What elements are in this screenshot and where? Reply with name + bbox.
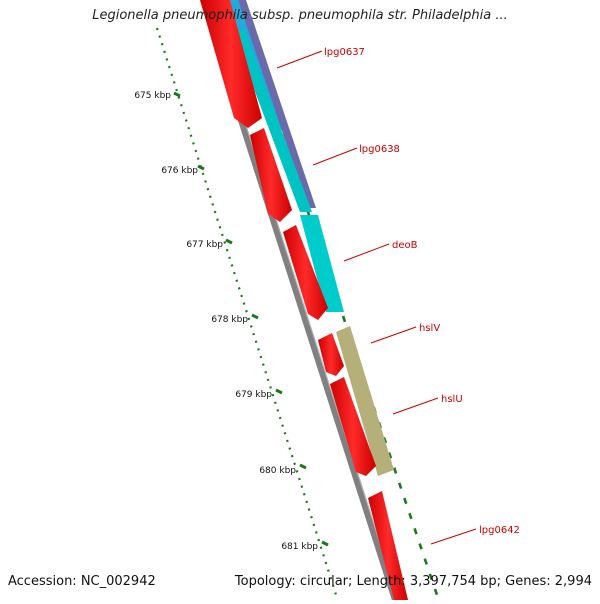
tick-label-678: 678 kbp — [211, 315, 248, 325]
cds-deoB — [283, 225, 328, 320]
gene-label-lpg0637[interactable]: lpg0637 — [324, 47, 365, 58]
tick-label-679: 679 kbp — [235, 390, 272, 400]
topology-summary: Topology: circular; Length: 3,397,754 bp… — [234, 574, 592, 589]
accession-text: Accession: NC_002942 — [8, 574, 156, 589]
gene-label-lpg0638[interactable]: lpg0638 — [359, 144, 400, 155]
tick-675 — [173, 91, 181, 98]
tick-678 — [251, 313, 259, 320]
tick-marks: 675 kbp 676 kbp 677 kbp 678 kbp 679 kbp … — [134, 91, 329, 552]
tick-677 — [225, 238, 233, 245]
gene-label-lpg0642[interactable]: lpg0642 — [479, 525, 520, 536]
gene-label-hslV[interactable]: hslV — [419, 323, 440, 334]
cyan-feature-a — [232, 30, 312, 212]
cyan-feature-b — [300, 215, 344, 312]
gene-label-deoB[interactable]: deoB — [392, 240, 418, 251]
tick-680 — [299, 463, 307, 470]
tick-label-680: 680 kbp — [259, 466, 296, 476]
tick-676 — [197, 164, 205, 171]
map-title: Legionella pneumophila subsp. pneumophil… — [92, 8, 508, 23]
khaki-feature — [336, 326, 394, 476]
leader-lpg0638 — [312, 147, 358, 166]
tick-label-675: 675 kbp — [134, 91, 171, 101]
cds-lpg0637 — [200, 0, 262, 128]
leader-hslV — [370, 326, 417, 344]
cds-arrows — [200, 0, 408, 600]
tick-679 — [275, 388, 283, 395]
leader-lpg0637 — [276, 50, 323, 69]
cds-lpg0638 — [250, 128, 292, 222]
gene-labels: lpg0637 lpg0638 deoB hslV hslU lpg0642 — [276, 47, 520, 545]
tick-label-677: 677 kbp — [186, 240, 223, 250]
cds-lpg0642 — [368, 491, 408, 600]
leader-deoB — [343, 243, 390, 262]
leader-lpg0642 — [430, 528, 477, 545]
purple-feature — [238, 0, 316, 208]
cds-hslV — [318, 333, 344, 376]
gene-label-hslU[interactable]: hslU — [441, 394, 463, 405]
tick-label-676: 676 kbp — [161, 166, 198, 176]
tick-681 — [321, 540, 329, 547]
tick-label-681: 681 kbp — [281, 542, 318, 552]
cds-hslU — [330, 377, 376, 476]
leader-hslU — [392, 397, 439, 415]
backbone — [209, 29, 398, 601]
